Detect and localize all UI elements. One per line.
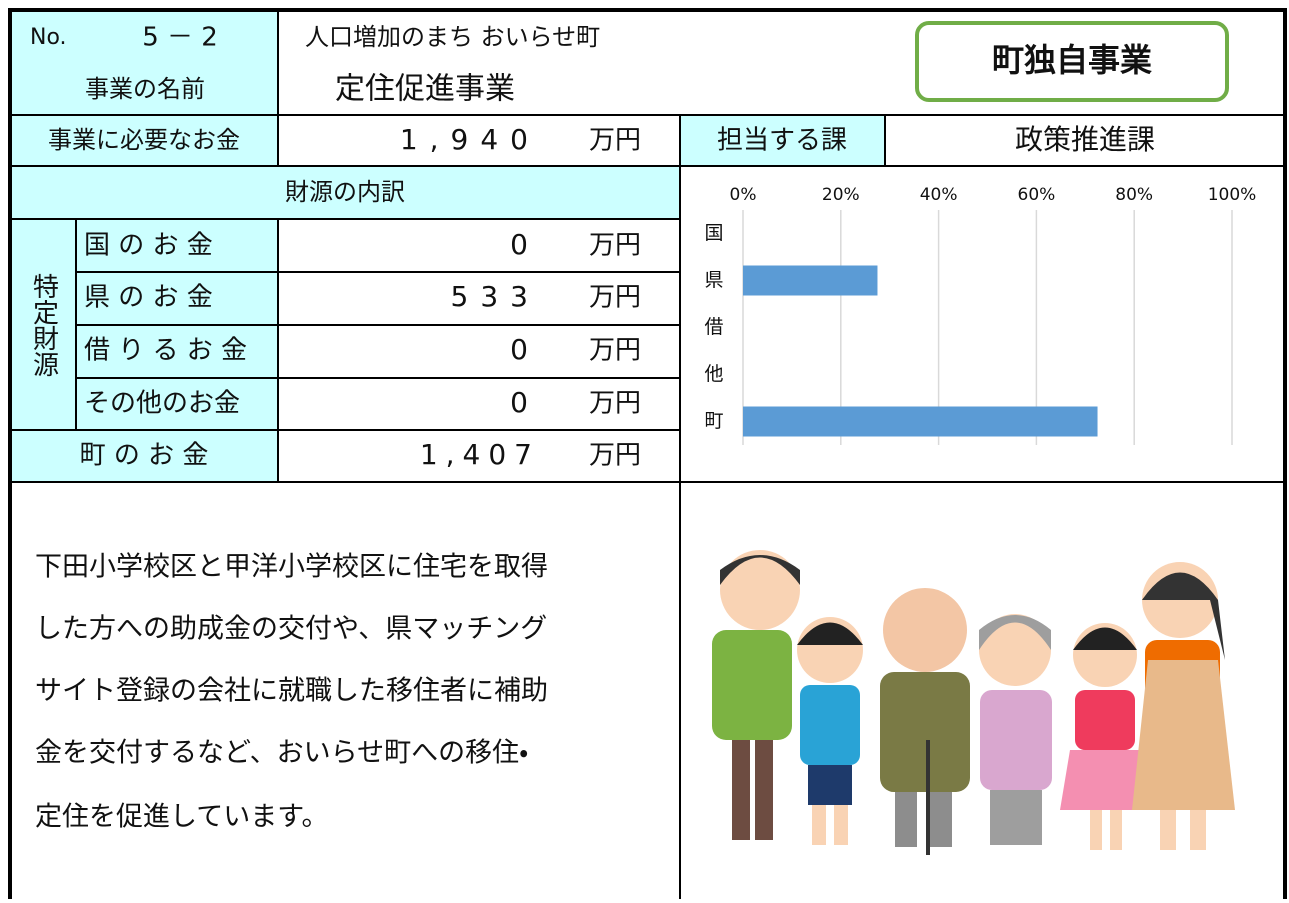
funding-amount: 533 (451, 280, 540, 313)
town-label: 町 の お 金 (80, 441, 209, 471)
x-tick-label: 80% (1115, 185, 1153, 205)
department-label: 担当する課 (717, 126, 847, 156)
x-tick-label: 0% (730, 185, 757, 205)
funding-label: その他のお金 (84, 389, 240, 419)
department: 政策推進課 (1015, 123, 1155, 156)
y-tick-label: 他 (704, 363, 723, 385)
bar (743, 266, 877, 296)
funding-amount: 0 (510, 228, 540, 261)
no-label: No. (30, 25, 67, 50)
bar (743, 407, 1098, 437)
funding-amount: 0 (510, 333, 540, 366)
x-tick-label: 20% (822, 185, 860, 205)
description-line: 金を交付するなど、おいらせ町への移住・ (35, 738, 528, 769)
description-line: サイト登録の会社に就職した移住者に補助 (35, 676, 548, 707)
funding-unit: 万円 (589, 231, 641, 261)
x-tick-label: 100% (1208, 185, 1257, 205)
funding-unit: 万円 (589, 336, 641, 366)
funding-label: 借 り る お 金 (84, 336, 247, 366)
name-label: 事業の名前 (85, 75, 205, 103)
page: No. 5 － 2 事業の名前 人口増加のまち おいらせ町 定住促進事業 町独自… (0, 0, 1289, 899)
description-line: 下田小学校区と甲洋小学校区に住宅を取得 (35, 552, 548, 583)
family-illustration (712, 550, 1235, 855)
description-line: 定住を促進しています。 (35, 802, 329, 833)
funding-unit: 万円 (589, 283, 641, 313)
funding-label: 県 の お 金 (84, 283, 213, 313)
catchphrase: 人口増加のまち おいらせ町 (305, 23, 600, 51)
town-amount: 1,407 (420, 438, 540, 471)
project-number: 5 － 2 (142, 23, 218, 53)
project-name: 定住促進事業 (335, 72, 515, 107)
funding-header: 財源の内訳 (285, 178, 405, 206)
badge: 町独自事業 (992, 41, 1152, 79)
group-label: 特定財源 (29, 273, 59, 377)
y-tick-label: 国 (704, 222, 723, 244)
cost-label: 事業に必要なお金 (48, 126, 240, 154)
funding-label: 国 の お 金 (84, 231, 213, 261)
cost-unit: 万円 (589, 126, 641, 156)
funding-amount: 0 (510, 386, 540, 419)
cost-amount: 1,940 (400, 123, 540, 156)
town-unit: 万円 (589, 441, 641, 471)
description-line: した方への助成金の交付や、県マッチング (35, 614, 547, 645)
y-tick-label: 町 (704, 410, 723, 432)
funding-unit: 万円 (589, 389, 641, 419)
y-tick-label: 県 (704, 269, 723, 291)
x-tick-label: 40% (920, 185, 958, 205)
y-tick-label: 借 (704, 316, 723, 338)
x-tick-label: 60% (1018, 185, 1056, 205)
